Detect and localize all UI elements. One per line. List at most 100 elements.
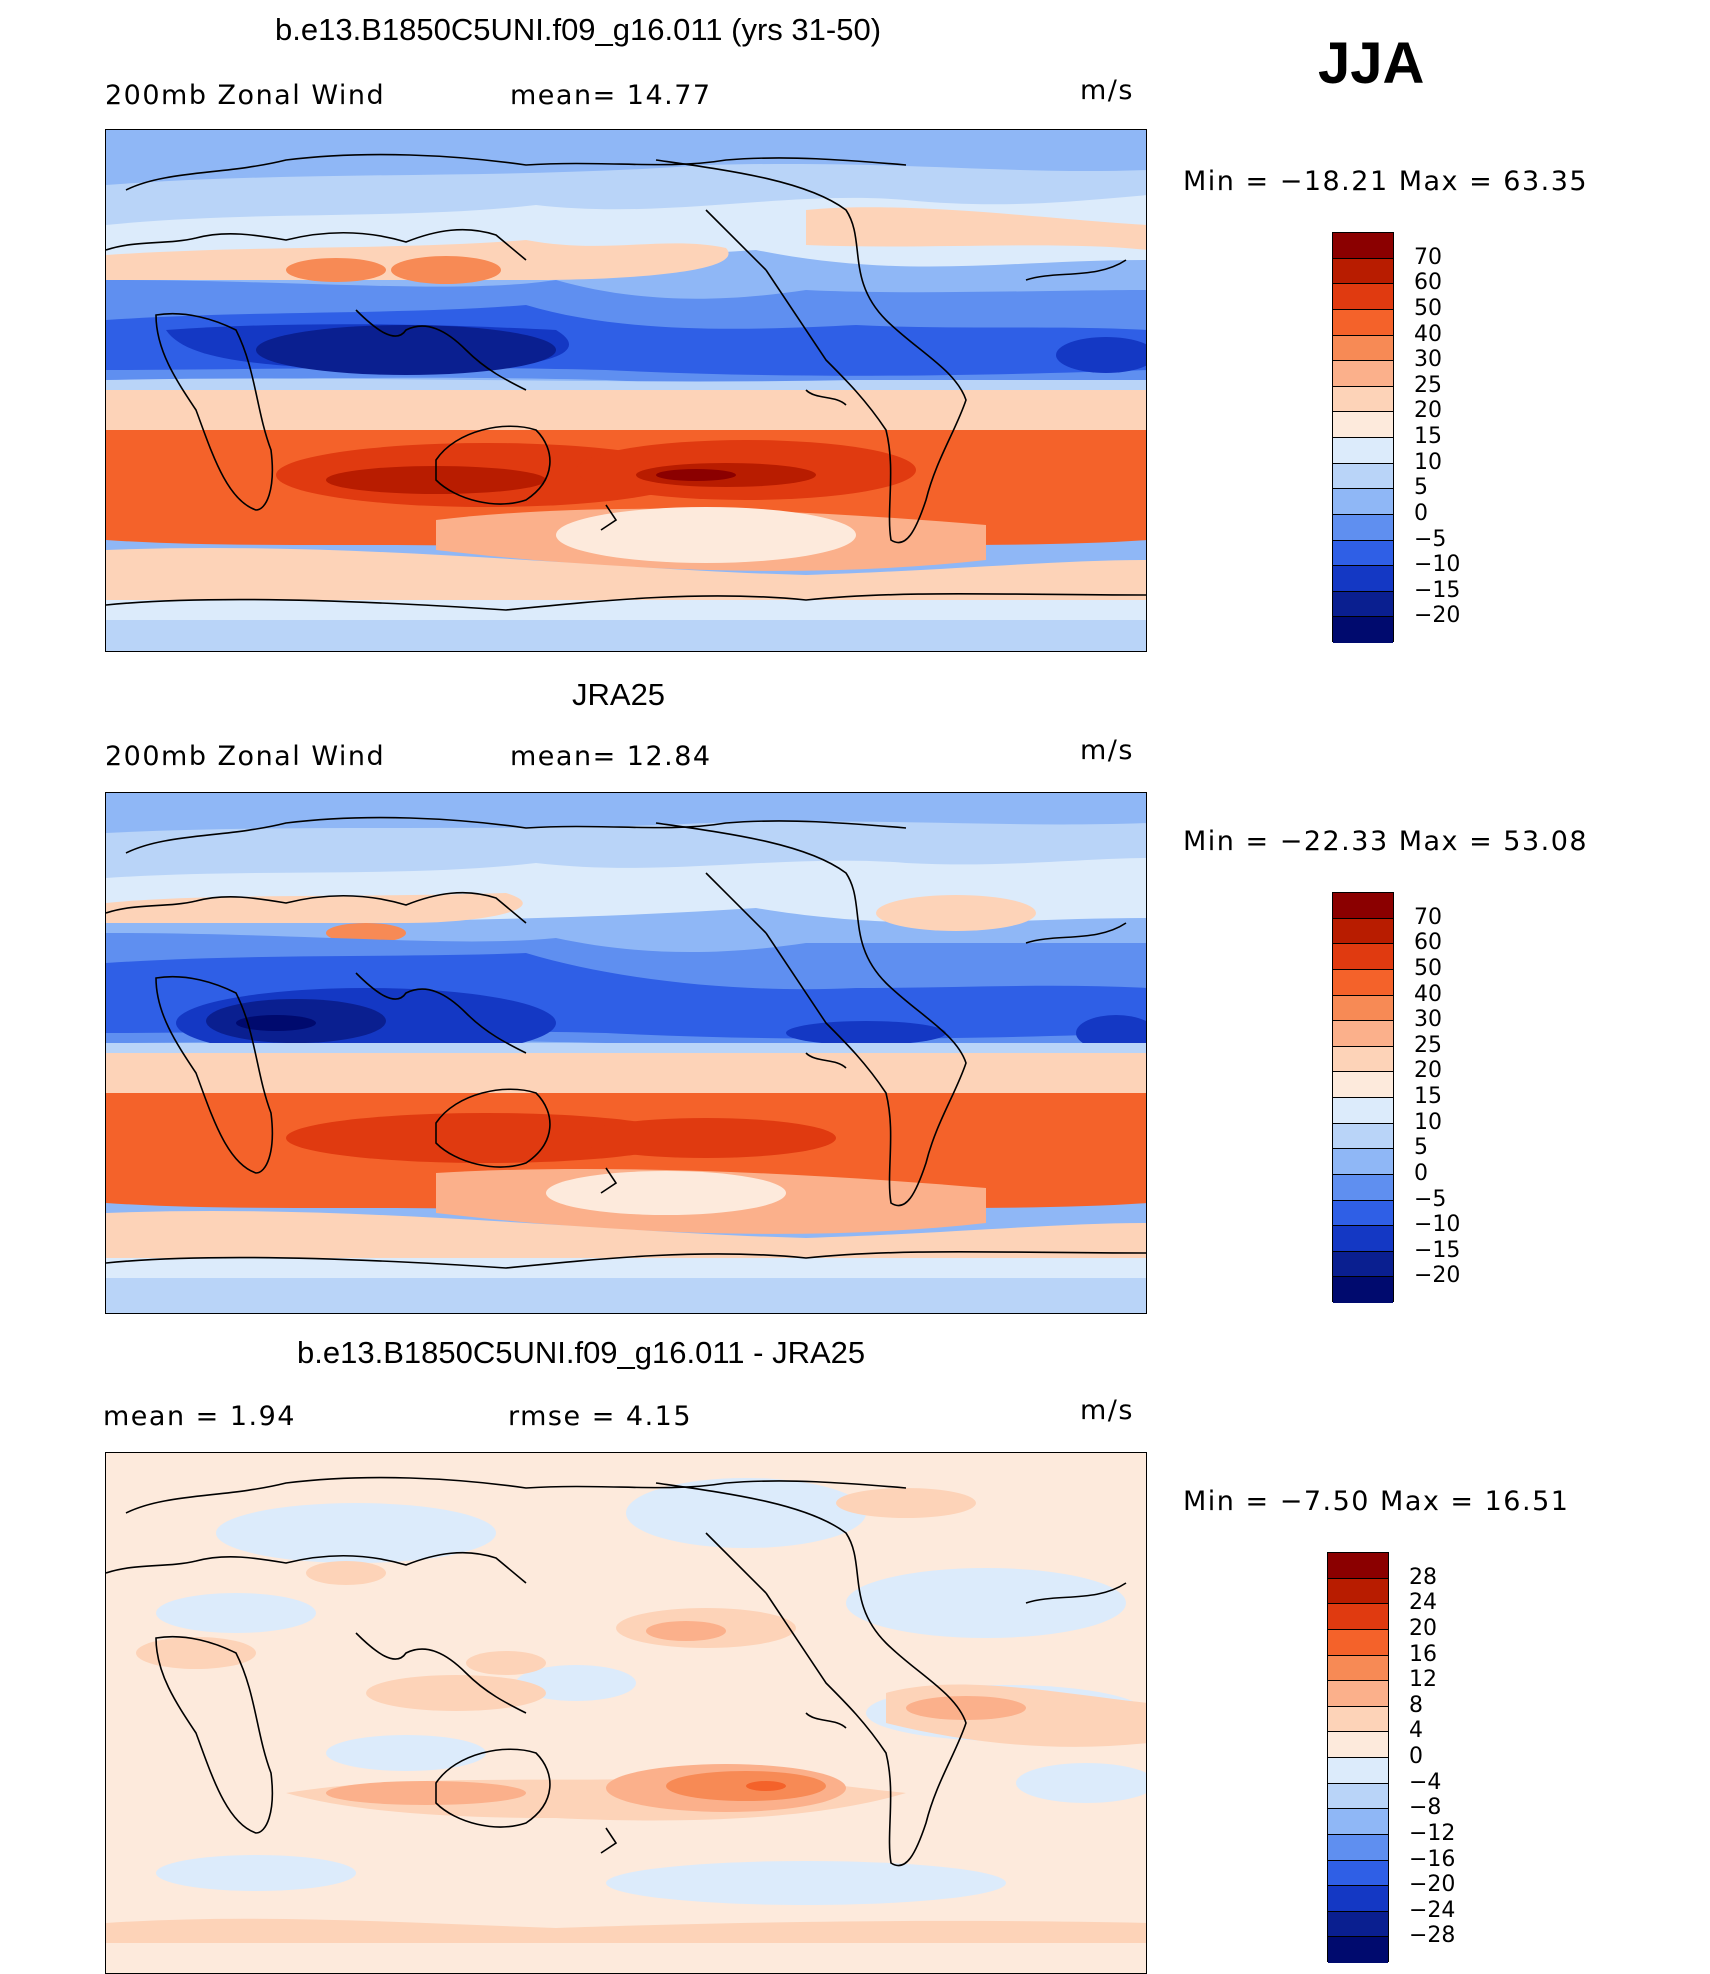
- colorbar-label: 25: [1414, 1032, 1442, 1058]
- colorbar-label: 60: [1414, 930, 1442, 956]
- colorbar-swatch: [1333, 463, 1393, 490]
- colorbar-label: −10: [1414, 1212, 1461, 1238]
- panel3-title: b.e13.B1850C5UNI.f09_g16.011 - JRA25: [297, 1335, 866, 1370]
- colorbar-label: 20: [1414, 398, 1442, 424]
- colorbar-swatch: [1333, 566, 1393, 592]
- colorbar-label: 60: [1414, 270, 1442, 296]
- colorbar-label: 50: [1414, 295, 1442, 321]
- colorbar-label: 25: [1414, 372, 1442, 398]
- colorbar-label: 8: [1409, 1692, 1423, 1718]
- colorbar-swatch: [1333, 1021, 1393, 1047]
- colorbar-label: 4: [1409, 1718, 1423, 1744]
- colorbar-swatch: [1328, 1629, 1388, 1656]
- colorbar-label: 15: [1414, 424, 1442, 449]
- colorbar-swatch: [1333, 918, 1393, 945]
- colorbar-label: 15: [1414, 1084, 1442, 1109]
- season-label: JJA: [1318, 31, 1425, 96]
- colorbar-swatch: [1328, 1834, 1388, 1861]
- colorbar-swatch: [1333, 893, 1393, 919]
- panel3-map: [105, 1452, 1147, 1974]
- panel3-mean-label: mean = 1.94: [103, 1401, 296, 1432]
- colorbar-label: −16: [1409, 1846, 1456, 1872]
- colorbar-label: −8: [1409, 1795, 1442, 1821]
- colorbar-swatch: [1328, 1578, 1388, 1605]
- colorbar-label: 10: [1414, 1109, 1442, 1135]
- colorbar-label: −24: [1409, 1897, 1456, 1923]
- panel1-title: b.e13.B1850C5UNI.f09_g16.011 (yrs 31-50): [275, 12, 882, 47]
- colorbar-swatch: [1333, 969, 1393, 996]
- panel2-map: [105, 792, 1147, 1314]
- panel3-rmse-label: rmse = 4.15: [508, 1401, 693, 1432]
- colorbar-swatch: [1328, 1681, 1388, 1707]
- colorbar-swatch: [1328, 1809, 1388, 1835]
- colorbar-label: −15: [1414, 577, 1461, 603]
- panel2-mean-label: mean= 12.84: [510, 741, 712, 772]
- colorbar-label: 40: [1414, 981, 1442, 1007]
- panel1-map: [105, 129, 1147, 652]
- colorbar-label: −20: [1409, 1872, 1456, 1898]
- colorbar-label: 40: [1414, 321, 1442, 347]
- colorbar-label: −4: [1409, 1769, 1442, 1795]
- panel3-colorbar: [1327, 1552, 1389, 1963]
- colorbar-label: 20: [1414, 1058, 1442, 1084]
- colorbar-swatch: [1328, 1937, 1388, 1963]
- colorbar-swatch: [1333, 233, 1393, 259]
- colorbar-swatch: [1333, 1123, 1393, 1150]
- colorbar-label: 5: [1414, 1135, 1428, 1161]
- colorbar-swatch: [1328, 1553, 1388, 1579]
- colorbar-swatch: [1328, 1706, 1388, 1733]
- panel1-minmax: Min = −18.21 Max = 63.35: [1183, 166, 1589, 197]
- colorbar-label: −5: [1414, 526, 1447, 552]
- colorbar-swatch: [1328, 1732, 1388, 1758]
- panel2-units: m/s: [1080, 735, 1134, 766]
- colorbar-swatch: [1333, 540, 1393, 567]
- colorbar-label: 28: [1409, 1564, 1437, 1590]
- colorbar-swatch: [1333, 1046, 1393, 1073]
- colorbar-label: 0: [1409, 1744, 1423, 1769]
- panel1-variable-label: 200mb Zonal Wind: [105, 80, 386, 111]
- panel2-title: JRA25: [572, 677, 666, 712]
- colorbar-swatch: [1333, 617, 1393, 643]
- colorbar-swatch: [1333, 386, 1393, 413]
- colorbar-swatch: [1333, 412, 1393, 438]
- colorbar-label: −20: [1414, 1263, 1461, 1289]
- colorbar-swatch: [1333, 514, 1393, 541]
- panel2-minmax: Min = −22.33 Max = 53.08: [1183, 826, 1589, 857]
- colorbar-label: 0: [1414, 500, 1428, 526]
- colorbar-swatch: [1333, 258, 1393, 285]
- colorbar-swatch: [1328, 1758, 1388, 1784]
- colorbar-swatch: [1333, 995, 1393, 1022]
- colorbar-swatch: [1328, 1604, 1388, 1630]
- colorbar-swatch: [1333, 284, 1393, 310]
- colorbar-label: 30: [1414, 1007, 1442, 1033]
- colorbar-swatch: [1333, 1251, 1393, 1278]
- colorbar-swatch: [1328, 1860, 1388, 1887]
- colorbar-label: 10: [1414, 449, 1442, 475]
- colorbar-label: 70: [1414, 244, 1442, 270]
- panel3-units: m/s: [1080, 1395, 1134, 1426]
- panel2-variable-label: 200mb Zonal Wind: [105, 741, 386, 772]
- colorbar-label: 0: [1414, 1160, 1428, 1186]
- colorbar-label: 50: [1414, 955, 1442, 981]
- colorbar-swatch: [1333, 1098, 1393, 1124]
- colorbar-label: −20: [1414, 603, 1461, 629]
- panel1-colorbar: [1332, 232, 1394, 643]
- colorbar-label: −5: [1414, 1186, 1447, 1212]
- colorbar-label: −12: [1409, 1820, 1456, 1846]
- colorbar-label: −10: [1414, 552, 1461, 578]
- colorbar-swatch: [1333, 591, 1393, 618]
- colorbar-swatch: [1333, 335, 1393, 362]
- colorbar-swatch: [1333, 1174, 1393, 1201]
- colorbar-swatch: [1328, 1886, 1388, 1912]
- panel2-colorbar: [1332, 892, 1394, 1303]
- colorbar-swatch: [1333, 1072, 1393, 1098]
- colorbar-label: 24: [1409, 1590, 1437, 1616]
- panel3-minmax: Min = −7.50 Max = 16.51: [1183, 1486, 1570, 1517]
- colorbar-swatch: [1333, 1277, 1393, 1303]
- panel1-units: m/s: [1080, 75, 1134, 106]
- colorbar-swatch: [1333, 438, 1393, 464]
- colorbar-label: 5: [1414, 475, 1428, 501]
- colorbar-swatch: [1328, 1911, 1388, 1938]
- colorbar-label: 12: [1409, 1667, 1437, 1693]
- colorbar-label: 20: [1409, 1615, 1437, 1641]
